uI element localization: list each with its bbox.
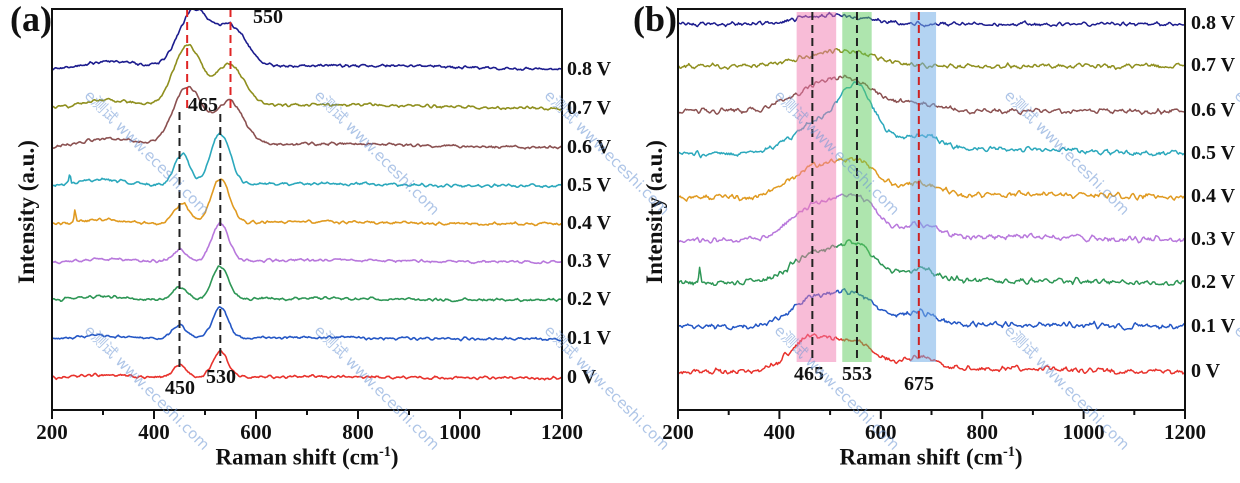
voltage-label: 0.7 V [567,97,612,119]
x-axis-label-close: ) [1014,444,1023,470]
panel-a-plot [51,8,563,419]
panel-a-x-axis-label: Raman shift (cm-1) [215,444,398,471]
voltage-label: 0.8 V [567,58,612,80]
spectrum-curve-0.7v [53,43,561,111]
x-tick-label: 800 [342,420,374,444]
voltage-label: 0.3 V [567,250,612,272]
x-tick-label: 1000 [1062,420,1105,444]
panel-a-label: (a) [10,0,52,39]
voltage-label: 0.3 V [1191,228,1236,250]
x-tick-label: 1000 [439,420,481,444]
spectrum-curve-0v [53,349,561,381]
x-axis-label-sup: -1 [379,444,391,460]
voltage-label: 0.5 V [567,174,612,196]
x-axis-label-sup: -1 [1003,444,1015,460]
spectrum-curve-0.6v [53,85,561,150]
peak-annotation: 553 [842,363,872,385]
x-axis-label-text: Raman shift (cm [215,444,379,470]
x-tick-label: 1200 [1164,420,1206,444]
panel-b-y-axis-label: Intensity (a.u.) [642,140,667,284]
panel-a-y-axis-label: Intensity (a.u.) [14,140,39,284]
x-tick-label: 1200 [541,420,583,444]
x-tick-label: 600 [240,420,272,444]
x-tick-label: 400 [138,420,170,444]
spectra-curves [53,10,561,381]
x-tick-label: 400 [763,420,796,444]
voltage-label: 0.4 V [1191,185,1236,207]
spectrum-curve-0.5v [53,132,561,189]
voltage-label: 0.7 V [1191,54,1236,76]
x-tick-label: 200 [662,420,694,444]
panel-b-plot [677,8,1186,419]
x-axis-label-close: ) [390,444,399,470]
voltage-label: 0.8 V [1191,12,1236,34]
watermark-text: e测试 www.eceshi.com [1230,321,1240,453]
peak-annotation: 675 [904,373,934,395]
x-axis-label-text: Raman shift (cm [839,444,1003,470]
peak-annotation: 465 [188,94,218,116]
spectrum-curve-0.8v [53,10,561,71]
panel-b-label: (b) [633,0,677,39]
peak-annotation: 450 [165,377,195,399]
plot-frame [51,8,563,411]
highlight-band-2 [910,12,937,362]
voltage-label: 0.6 V [1191,99,1236,121]
voltage-label: 0 V [567,366,597,388]
x-tick-label: 800 [966,420,998,444]
spectrum-curve-0.4v [53,178,561,227]
voltage-label: 0.1 V [567,327,612,349]
voltage-label: 0.2 V [1191,271,1236,293]
highlight-band-0 [796,12,837,362]
peak-annotation: 465 [794,363,824,385]
peak-annotation: 550 [253,6,283,28]
x-tick-label: 200 [36,420,68,444]
peak-annotation: 530 [206,366,236,388]
voltage-label: 0.6 V [567,136,612,158]
spectrum-curve-0.1v [53,305,561,342]
voltage-label: 0.5 V [1191,142,1236,164]
spectrum-curve-0.2v [53,265,561,303]
voltage-label: 0 V [1191,360,1221,382]
panel-b-x-axis-label: Raman shift (cm-1) [839,444,1022,471]
spectrum-curve-0.3v [53,221,561,265]
voltage-label: 0.2 V [567,288,612,310]
voltage-label: 0.4 V [567,212,612,234]
voltage-label: 0.1 V [1191,315,1236,337]
x-tick-label: 600 [865,420,897,444]
